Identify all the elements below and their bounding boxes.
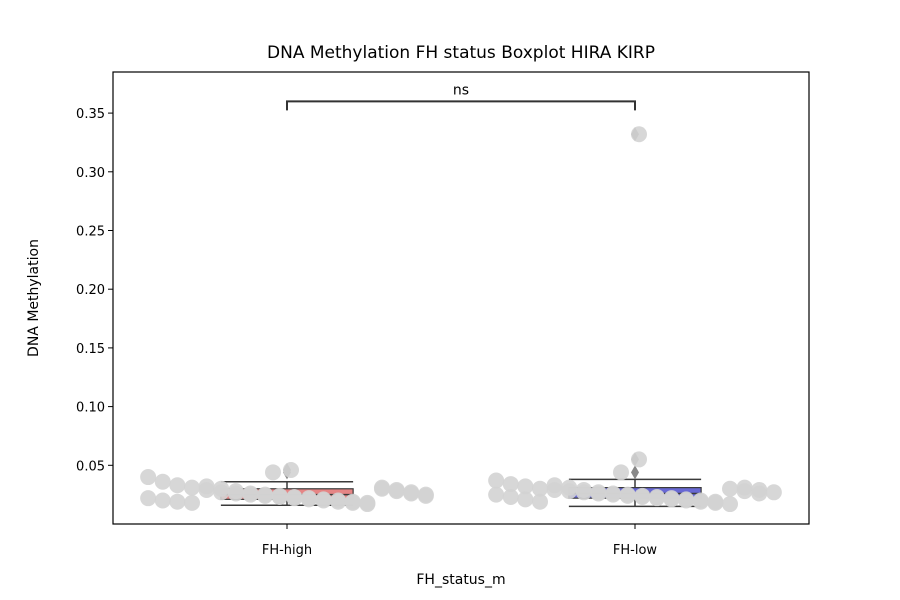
data-point: [692, 492, 709, 509]
data-point: [631, 126, 647, 143]
data-point: [183, 494, 200, 511]
data-point: [344, 493, 361, 510]
data-point: [634, 487, 651, 504]
data-point: [169, 477, 186, 494]
significance-label: ns: [453, 82, 469, 98]
outlier-marker: [631, 465, 639, 480]
y-tick-label: 0.20: [76, 283, 105, 298]
data-point: [271, 487, 288, 504]
data-point: [488, 472, 505, 489]
data-point: [575, 481, 592, 498]
data-point: [417, 486, 434, 503]
data-point: [765, 484, 782, 501]
data-point: [265, 464, 281, 481]
data-point: [631, 451, 647, 468]
chart-title: DNA Methylation FH status Boxplot HIRA K…: [267, 43, 655, 63]
data-point: [283, 461, 299, 478]
y-tick-label: 0.35: [76, 107, 105, 122]
data-point: [517, 478, 534, 495]
x-axis: FH-high FH-low: [262, 524, 658, 558]
data-point: [257, 486, 274, 503]
data-point: [169, 493, 186, 510]
data-point: [722, 496, 739, 513]
x-axis-label: FH_status_m: [416, 572, 505, 588]
plot-frame: [112, 71, 810, 525]
y-tick-label: 0.10: [76, 401, 105, 416]
data-point: [751, 485, 768, 502]
data-point: [183, 479, 200, 496]
significance-line: [286, 100, 636, 111]
data-point: [140, 490, 157, 507]
data-point: [561, 479, 578, 496]
data-point: [590, 484, 607, 501]
data-point: [374, 479, 391, 496]
data-point: [531, 493, 548, 510]
data-point: [242, 485, 259, 502]
data-point: [736, 483, 753, 500]
data-point: [546, 477, 563, 494]
data-point: [605, 485, 622, 502]
data-point: [403, 484, 420, 501]
data-point: [154, 473, 171, 490]
data-point: [315, 491, 332, 508]
y-tick-label: 0.30: [76, 166, 105, 181]
y-tick-label: 0.05: [76, 459, 105, 474]
box-group: [140, 461, 434, 513]
data-point: [359, 494, 376, 511]
y-tick-label: 0.15: [76, 342, 105, 357]
data-point: [140, 469, 157, 486]
data-point: [648, 488, 665, 505]
box-group: [488, 126, 782, 513]
data-point: [154, 492, 171, 509]
data-point: [722, 480, 739, 497]
data-point: [330, 492, 347, 509]
significance-bracket: ns: [286, 82, 636, 111]
data-point: [286, 488, 303, 505]
y-tick-label: 0.25: [76, 224, 105, 239]
data-point: [619, 486, 636, 503]
data-point: [198, 478, 215, 495]
data-point: [531, 480, 548, 497]
y-axis-label: DNA Methylation: [26, 239, 42, 357]
data-point: [613, 464, 629, 481]
data-point: [488, 486, 505, 503]
data-point: [517, 491, 534, 508]
data-point: [227, 483, 244, 500]
data-point: [678, 491, 695, 508]
x-tick-label: FH-low: [613, 543, 658, 558]
data-point: [663, 490, 680, 507]
data-point: [213, 480, 230, 497]
data-point: [502, 476, 519, 493]
data-point: [707, 493, 724, 510]
data-point: [388, 481, 405, 498]
data-point: [502, 488, 519, 505]
x-tick-label: FH-high: [262, 543, 312, 558]
data-point: [300, 490, 317, 507]
y-axis: 0.05 0.10 0.15 0.20 0.25 0.30 0.35: [76, 107, 113, 474]
plot-marks: ns: [140, 82, 782, 513]
